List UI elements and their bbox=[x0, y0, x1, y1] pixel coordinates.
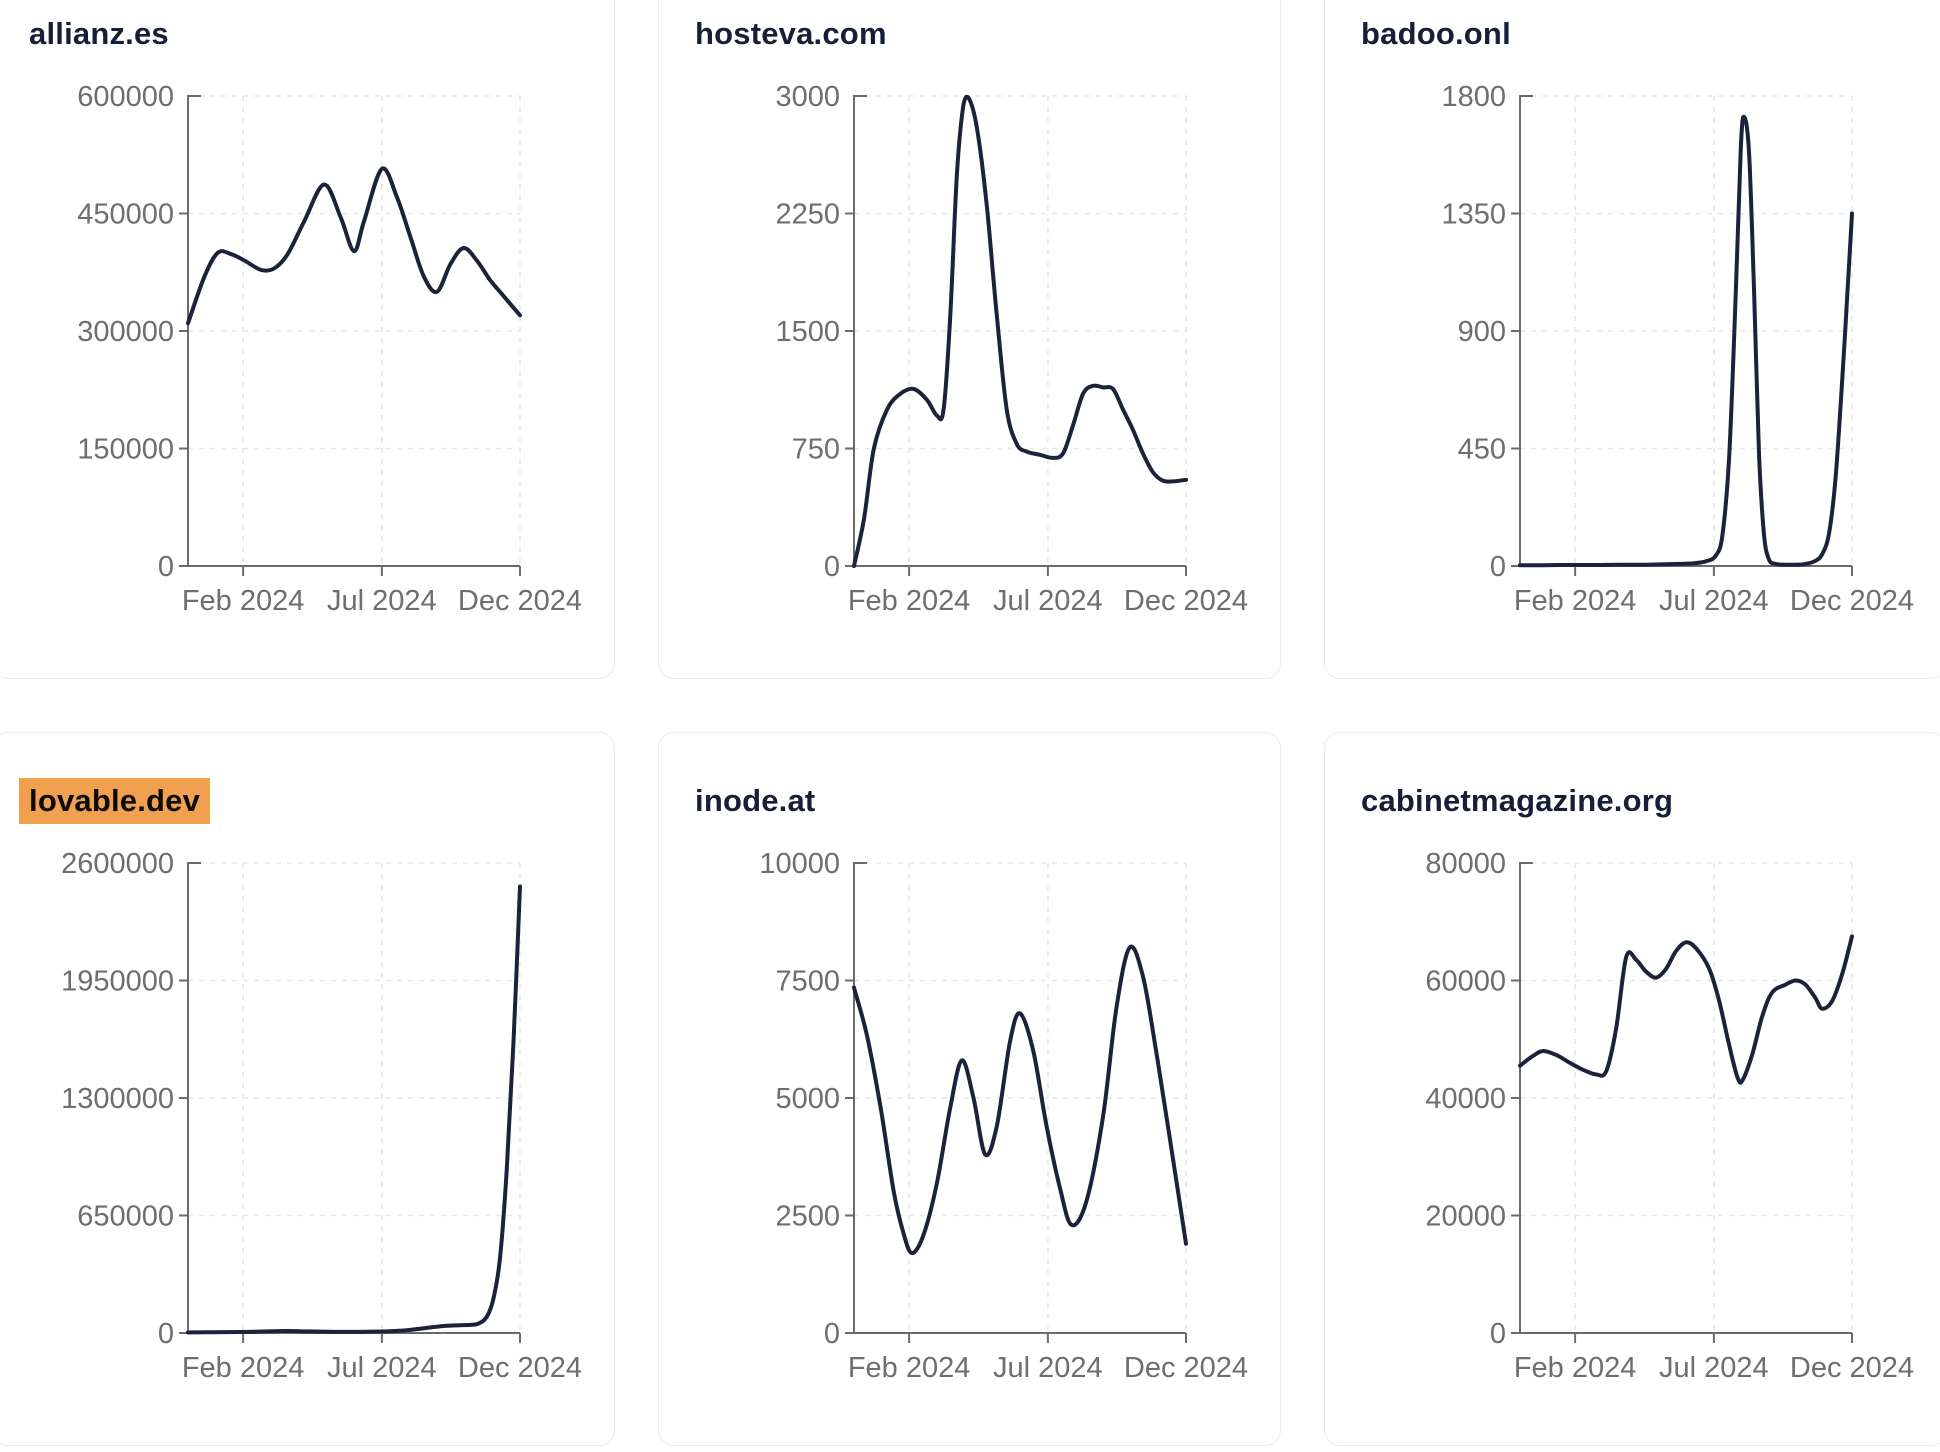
x-tick-label: Dec 2024 bbox=[458, 585, 582, 617]
x-tick-label: Dec 2024 bbox=[1790, 1352, 1914, 1384]
x-tick-label: Dec 2024 bbox=[1124, 1352, 1248, 1384]
series-line bbox=[852, 944, 1188, 1256]
traffic-line-chart: 0 20000 40000 60000 80000 Feb 2024 Jul 2024 Dec… bbox=[1425, 848, 1914, 1384]
y-tick-label: 80000 bbox=[1425, 848, 1506, 880]
chart-card-allianz-es[interactable]: allianz.es 0 150000 300000 450000 600000 Feb … bbox=[0, 0, 615, 679]
chart-title: cabinetmagazine.org bbox=[1361, 783, 1673, 819]
x-tick-label: Jul 2024 bbox=[993, 585, 1103, 617]
y-tick-label: 2600000 bbox=[61, 848, 174, 880]
x-tick-label: Jul 2024 bbox=[1659, 585, 1769, 617]
x-tick-label: Feb 2024 bbox=[848, 585, 971, 617]
y-tick-label: 750 bbox=[792, 434, 840, 466]
chart-title-text: badoo.onl bbox=[1361, 16, 1511, 51]
x-tick-label: Dec 2024 bbox=[1790, 585, 1914, 617]
chart-card-hosteva-com[interactable]: hosteva.com 0 750 1500 2250 3000 Feb 2024 Jul … bbox=[658, 0, 1281, 679]
y-tick-label: 0 bbox=[1490, 551, 1506, 583]
y-tick-label: 40000 bbox=[1425, 1083, 1506, 1115]
x-tick-label: Feb 2024 bbox=[182, 1352, 305, 1384]
traffic-line-chart: 0 150000 300000 450000 600000 Feb 2024 Jul 202… bbox=[77, 81, 582, 617]
y-tick-label: 0 bbox=[158, 1318, 174, 1350]
y-tick-label: 450000 bbox=[77, 199, 174, 231]
y-tick-label: 300000 bbox=[77, 316, 174, 348]
y-tick-label: 1950000 bbox=[61, 966, 174, 998]
y-tick-label: 450 bbox=[1458, 434, 1506, 466]
y-tick-label: 900 bbox=[1458, 316, 1506, 348]
x-tick-label: Feb 2024 bbox=[1514, 585, 1637, 617]
y-tick-label: 2250 bbox=[775, 199, 840, 231]
x-tick-label: Jul 2024 bbox=[993, 1352, 1103, 1384]
y-tick-label: 1300000 bbox=[61, 1083, 174, 1115]
y-tick-label: 20000 bbox=[1425, 1201, 1506, 1233]
y-tick-label: 3000 bbox=[775, 81, 840, 113]
series-line bbox=[186, 166, 522, 326]
y-tick-label: 5000 bbox=[775, 1083, 840, 1115]
chart-card-lovable-dev[interactable]: lovable.dev 0 650000 1300000 1950000 2600000… bbox=[0, 732, 615, 1446]
x-tick-label: Dec 2024 bbox=[1124, 585, 1248, 617]
chart-card-badoo-onl[interactable]: badoo.onl 0 450 900 1350 1800 Feb 2024 Jul 202… bbox=[1324, 0, 1940, 679]
y-tick-label: 1350 bbox=[1441, 199, 1506, 231]
x-tick-label: Jul 2024 bbox=[327, 1352, 437, 1384]
chart-title: lovable.dev bbox=[19, 778, 211, 824]
chart-title: allianz.es bbox=[29, 16, 169, 52]
y-tick-label: 0 bbox=[1490, 1318, 1506, 1350]
y-tick-label: 0 bbox=[824, 1318, 840, 1350]
x-tick-label: Feb 2024 bbox=[848, 1352, 971, 1384]
traffic-line-chart: 0 450 900 1350 1800 Feb 2024 Jul 2024 Dec 2024 bbox=[1441, 81, 1914, 617]
chart-card-inode-at[interactable]: inode.at 0 2500 5000 7500 10000 Feb 2024 Jul 2… bbox=[658, 732, 1281, 1446]
y-tick-label: 0 bbox=[824, 551, 840, 583]
y-tick-label: 650000 bbox=[77, 1201, 174, 1233]
chart-title: hosteva.com bbox=[695, 16, 887, 52]
series-line bbox=[186, 884, 522, 1335]
y-tick-label: 7500 bbox=[775, 966, 840, 998]
traffic-line-chart: 0 650000 1300000 1950000 2600000 Feb 2024 Jul … bbox=[61, 848, 582, 1384]
x-tick-label: Feb 2024 bbox=[182, 585, 305, 617]
y-tick-label: 600000 bbox=[77, 81, 174, 113]
series-line bbox=[1518, 934, 1854, 1085]
y-tick-label: 150000 bbox=[77, 434, 174, 466]
chart-title-text: lovable.dev bbox=[19, 778, 211, 824]
chart-card-cabinetmagazine-org[interactable]: cabinetmagazine.org 0 20000 40000 60000 8000… bbox=[1324, 732, 1940, 1446]
chart-title: inode.at bbox=[695, 783, 815, 819]
y-tick-label: 1800 bbox=[1441, 81, 1506, 113]
y-tick-label: 2500 bbox=[775, 1201, 840, 1233]
chart-title-text: allianz.es bbox=[29, 16, 169, 51]
y-tick-label: 0 bbox=[158, 551, 174, 583]
chart-title-text: cabinetmagazine.org bbox=[1361, 783, 1674, 818]
series-line bbox=[1518, 114, 1854, 568]
y-tick-label: 60000 bbox=[1425, 966, 1506, 998]
series-line bbox=[852, 94, 1188, 568]
traffic-line-chart: 0 750 1500 2250 3000 Feb 2024 Jul 2024 Dec 2024 bbox=[775, 81, 1248, 617]
y-tick-label: 10000 bbox=[759, 848, 840, 880]
x-tick-label: Jul 2024 bbox=[327, 585, 437, 617]
x-tick-label: Jul 2024 bbox=[1659, 1352, 1769, 1384]
traffic-line-chart: 0 2500 5000 7500 10000 Feb 2024 Jul 2024 Dec 20… bbox=[759, 848, 1248, 1384]
x-tick-label: Dec 2024 bbox=[458, 1352, 582, 1384]
y-tick-label: 1500 bbox=[775, 316, 840, 348]
chart-title: badoo.onl bbox=[1361, 16, 1511, 52]
chart-title-text: inode.at bbox=[695, 783, 816, 818]
chart-title-text: hosteva.com bbox=[695, 16, 887, 51]
x-tick-label: Feb 2024 bbox=[1514, 1352, 1637, 1384]
